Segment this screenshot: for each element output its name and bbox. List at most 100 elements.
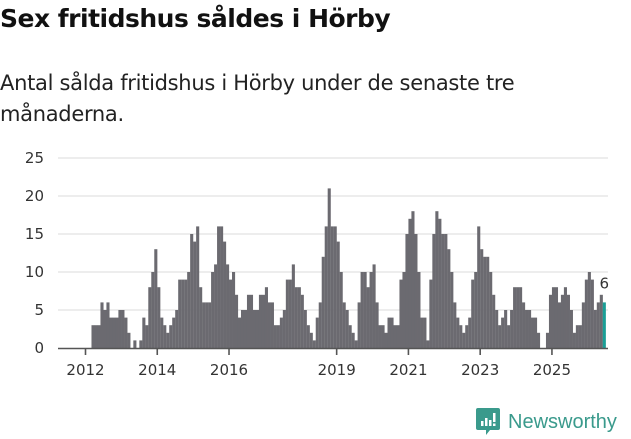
x-tick-label: 2023 [461,361,499,379]
bar [255,310,260,348]
bar [411,211,415,348]
bar [303,310,307,348]
bar [315,317,319,348]
bar [309,332,313,348]
x-tick-label: 2012 [66,361,104,379]
y-tick-label: 5 [34,301,44,319]
bar [306,325,310,348]
bar [560,294,564,348]
bar [318,302,322,348]
x-tick-label: 2014 [138,361,176,379]
bar [444,234,448,348]
bar [103,310,107,348]
bar [596,302,600,348]
x-tick-label: 2021 [389,361,427,379]
bar [426,340,430,348]
bar [566,294,570,348]
bar [226,264,230,348]
bar [489,272,493,348]
chart-subtitle: Antal sålda fritidshus i Hörby under de … [0,71,515,126]
y-tick-label: 0 [34,339,44,357]
bar [483,256,487,348]
bar [211,272,215,348]
bar [214,264,218,348]
bar-chart-speech-bubble-icon [476,408,500,435]
x-tick-label: 2019 [318,361,356,379]
bar [584,279,588,348]
bar [351,332,355,348]
bar [534,317,538,348]
bar [578,325,582,348]
bar [94,325,98,348]
bar [109,317,113,348]
bar [516,287,520,348]
bar [166,332,170,348]
bar [342,302,346,348]
x-tick-label: 2025 [533,361,571,379]
bar [169,325,173,348]
bar [536,332,541,348]
bar [465,325,469,348]
bar [157,287,161,348]
bar [474,272,478,348]
bar [97,325,101,348]
bar [237,317,242,348]
bar [522,302,526,348]
bar [246,294,251,348]
bar [184,279,188,348]
bar [468,317,472,348]
bar [447,249,451,348]
bar [423,317,427,348]
bar [223,241,227,348]
bar [232,272,236,348]
bar [115,317,119,348]
bar [252,310,257,348]
bar [519,287,523,348]
bar [372,264,376,348]
bar [414,234,418,348]
bar [205,302,209,348]
bar [217,226,221,348]
bar [402,272,406,348]
bar [420,317,424,348]
bar [357,302,361,348]
newsworthy-logo: Newsworthy [476,408,617,436]
bar [396,325,400,348]
bar [258,294,263,348]
bar [285,279,289,348]
bar [190,234,194,348]
x-axis: 2012 2014 2016 2019 2021 2023 2025 [58,347,608,379]
bar [133,340,137,348]
bar [417,272,421,348]
bar [202,302,206,348]
bar [408,218,412,348]
bar [354,340,358,348]
bar [124,317,128,348]
bar [345,310,349,348]
bar [151,272,155,348]
bar [127,332,131,348]
bar [106,302,110,348]
bar [249,294,254,348]
bar [405,234,409,348]
bar [294,287,298,348]
bar [199,287,203,348]
bar [187,272,191,348]
bar [243,310,248,348]
bar [339,272,343,348]
bar [501,317,505,348]
bar [139,340,143,348]
bar [551,287,556,348]
bar [196,226,200,348]
bar [279,317,283,348]
bar [545,332,550,348]
bar [495,310,499,348]
bar [181,279,185,348]
bar [297,287,301,348]
bar [492,294,496,348]
bar [450,272,454,348]
bar [387,317,391,348]
bar [261,294,265,348]
bar [240,310,245,348]
